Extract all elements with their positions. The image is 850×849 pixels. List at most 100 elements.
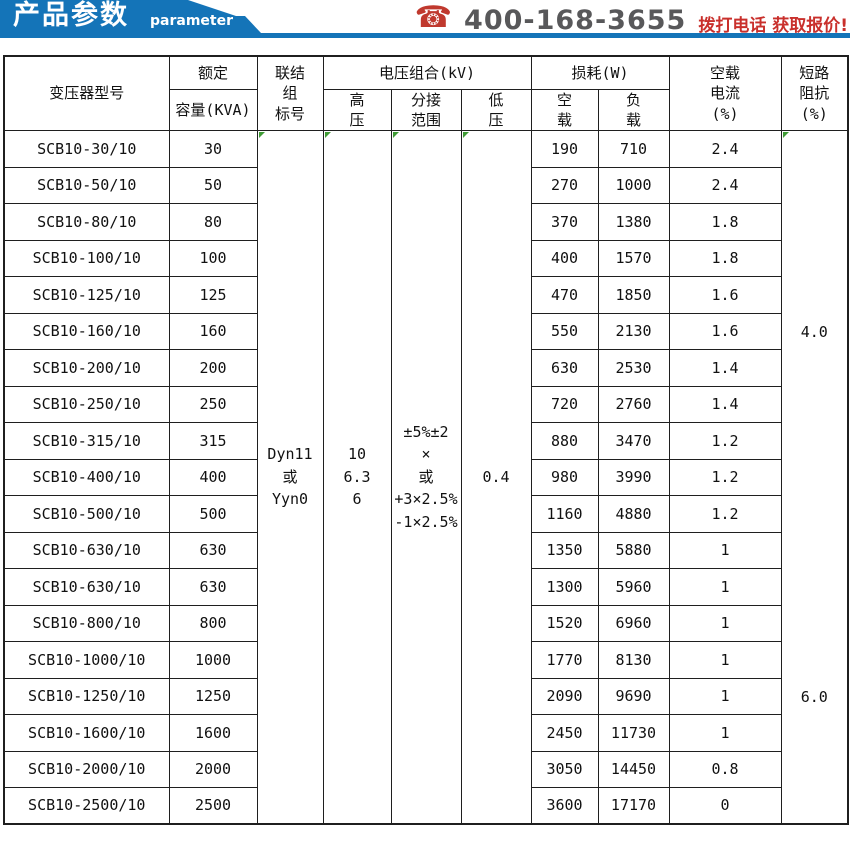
model-cell: SCB10-200/10 [3, 349, 170, 387]
load-loss-cell: 4880 [597, 495, 670, 533]
no-load-loss-cell: 190 [530, 130, 599, 168]
no-load-loss-cell: 370 [530, 203, 599, 241]
load-loss-cell: 1850 [597, 276, 670, 314]
no-load-loss-cell: 880 [530, 422, 599, 460]
no-load-current-cell: 0.8 [668, 750, 782, 788]
no-load-current-cell: 1.2 [668, 495, 782, 533]
no-load-current-cell: 1 [668, 714, 782, 752]
model-cell: SCB10-2500/10 [3, 787, 170, 825]
capacity-cell: 30 [168, 130, 258, 168]
phone-number[interactable]: 400-168-3655 [464, 4, 687, 36]
page-title: 产品参数 [13, 0, 129, 31]
load-loss-cell: 9690 [597, 677, 670, 715]
load-loss-cell: 14450 [597, 750, 670, 788]
capacity-cell: 2500 [168, 787, 258, 825]
header-impedance: 短路 阻抗 (%) [780, 55, 849, 131]
no-load-loss-cell: 1160 [530, 495, 599, 533]
table-header: 变压器型号 额定 联结 组 标号 电压组合(kV) 损耗(W) 空载 电流 (%… [3, 55, 849, 131]
table-row: SCB10-1000/10 1000 1770 8130 1 [3, 641, 848, 679]
contact-block: ☎ 400-168-3655 拨打电话 获取报价! [415, 2, 848, 38]
header-load-loss: 负 载 [597, 88, 670, 131]
header-connection-group: 联结 组 标号 [256, 55, 324, 131]
impedance-value-upper: 4.0 [800, 323, 828, 341]
model-cell: SCB10-80/10 [3, 203, 170, 241]
model-cell: SCB10-50/10 [3, 166, 170, 204]
table-row: SCB10-630/10 630 1350 5880 1 [3, 531, 848, 569]
page-header: 产品参数 parameter ☎ 400-168-3655 拨打电话 获取报价! [0, 0, 850, 45]
load-loss-cell: 2760 [597, 385, 670, 423]
header-no-load-current: 空载 电流 (%) [668, 55, 782, 131]
load-loss-cell: 1000 [597, 166, 670, 204]
model-cell: SCB10-1000/10 [3, 641, 170, 679]
no-load-loss-cell: 550 [530, 312, 599, 350]
no-load-current-cell: 1.8 [668, 239, 782, 277]
banner-ribbon [0, 0, 850, 38]
no-load-current-cell: 2.4 [668, 130, 782, 168]
table-row: SCB10-30/10 30 Dyn11 或 Yyn0 10 6.3 6 ±5%±2 ×… [3, 130, 849, 825]
model-cell: SCB10-125/10 [3, 276, 170, 314]
no-load-current-cell: 1.4 [668, 349, 782, 387]
no-load-loss-cell: 470 [530, 276, 599, 314]
no-load-loss-cell: 3050 [530, 750, 599, 788]
capacity-cell: 630 [168, 531, 258, 569]
table-row: SCB10-400/10 400 980 3990 1.2 [3, 458, 848, 496]
table-row: SCB10-1600/10 1600 2450 11730 1 [3, 714, 848, 752]
load-loss-cell: 2530 [597, 349, 670, 387]
capacity-cell: 100 [168, 239, 258, 277]
header-rated: 额定 [168, 55, 258, 90]
model-cell: SCB10-250/10 [3, 385, 170, 423]
model-cell: SCB10-630/10 [3, 568, 170, 606]
no-load-loss-cell: 1520 [530, 604, 599, 642]
capacity-cell: 200 [168, 349, 258, 387]
phone-icon: ☎ [414, 0, 453, 35]
no-load-loss-cell: 630 [530, 349, 599, 387]
table-row: SCB10-315/10 315 880 3470 1.2 [3, 422, 848, 460]
no-load-current-cell: 1.6 [668, 312, 782, 350]
no-load-current-cell: 1.8 [668, 203, 782, 241]
header-loss: 损耗(W) [530, 55, 670, 90]
tap-range-cell: ±5%±2 × 或 +3×2.5% -1×2.5% [390, 130, 462, 825]
capacity-cell: 2000 [168, 750, 258, 788]
capacity-cell: 630 [168, 568, 258, 606]
page-subtitle: parameter [150, 13, 233, 29]
no-load-loss-cell: 400 [530, 239, 599, 277]
header-model: 变压器型号 [3, 55, 170, 131]
load-loss-cell: 3990 [597, 458, 670, 496]
model-cell: SCB10-100/10 [3, 239, 170, 277]
high-voltage-cell: 10 6.3 6 [322, 130, 392, 825]
model-cell: SCB10-400/10 [3, 458, 170, 496]
no-load-loss-cell: 2450 [530, 714, 599, 752]
no-load-current-cell: 1 [668, 641, 782, 679]
no-load-current-cell: 1 [668, 568, 782, 606]
capacity-cell: 50 [168, 166, 258, 204]
header-high-voltage: 高 压 [322, 88, 392, 131]
no-load-current-cell: 1 [668, 604, 782, 642]
no-load-loss-cell: 720 [530, 385, 599, 423]
capacity-cell: 1000 [168, 641, 258, 679]
no-load-current-cell: 1.2 [668, 458, 782, 496]
no-load-current-cell: 0 [668, 787, 782, 825]
load-loss-cell: 1570 [597, 239, 670, 277]
load-loss-cell: 17170 [597, 787, 670, 825]
capacity-cell: 500 [168, 495, 258, 533]
table-row: SCB10-250/10 250 720 2760 1.4 [3, 385, 848, 423]
no-load-current-cell: 1 [668, 677, 782, 715]
capacity-cell: 160 [168, 312, 258, 350]
capacity-cell: 1600 [168, 714, 258, 752]
header-tap-range: 分接 范围 [390, 88, 462, 131]
table-row: SCB10-2500/10 2500 3600 17170 0 [3, 787, 848, 825]
table-row: SCB10-50/10 50 270 1000 2.4 [3, 166, 848, 204]
model-cell: SCB10-1600/10 [3, 714, 170, 752]
load-loss-cell: 5960 [597, 568, 670, 606]
capacity-cell: 80 [168, 203, 258, 241]
model-cell: SCB10-2000/10 [3, 750, 170, 788]
model-cell: SCB10-315/10 [3, 422, 170, 460]
table-row: SCB10-100/10 100 400 1570 1.8 [3, 239, 848, 277]
load-loss-cell: 11730 [597, 714, 670, 752]
header-capacity: 容量(KVA) [168, 88, 258, 131]
table-row: SCB10-125/10 125 470 1850 1.6 [3, 276, 848, 314]
no-load-loss-cell: 270 [530, 166, 599, 204]
no-load-current-cell: 1 [668, 531, 782, 569]
load-loss-cell: 710 [597, 130, 670, 168]
capacity-cell: 315 [168, 422, 258, 460]
